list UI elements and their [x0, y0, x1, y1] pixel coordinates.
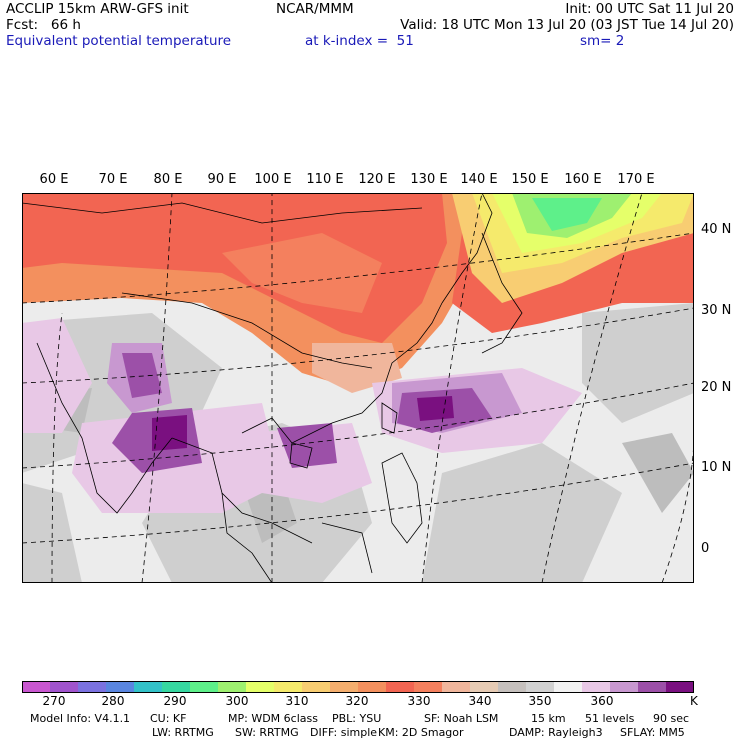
footer-resolution: 15 km — [531, 712, 566, 725]
footer-levels: 51 levels — [585, 712, 635, 725]
colorbar-swatch — [386, 681, 415, 693]
theta-e-map — [22, 193, 694, 583]
colorbar-unit: K — [690, 694, 698, 708]
graticule — [22, 193, 694, 583]
colorbar-swatch — [666, 681, 694, 693]
colorbar-label: 300 — [225, 694, 249, 708]
footer-lw: LW: RRTMG — [152, 726, 214, 739]
footer-model-info: Model Info: V4.1.1 — [30, 712, 131, 725]
footer-mp: MP: WDM 6class — [228, 712, 318, 725]
colorbar-label: 350 — [528, 694, 552, 708]
lon-label: 60 E — [39, 172, 69, 187]
lon-label: 90 E — [207, 172, 237, 187]
colorbar-swatch — [610, 681, 639, 693]
colorbar-swatch — [554, 681, 583, 693]
colorbar-swatch — [526, 681, 555, 693]
lon-label: 110 E — [306, 172, 344, 187]
colorbar — [22, 681, 694, 693]
footer-sw: SW: RRTMG — [235, 726, 299, 739]
lon-label: 80 E — [153, 172, 183, 187]
colorbar-swatch — [358, 681, 387, 693]
colorbar-label: 330 — [407, 694, 431, 708]
colorbar-swatch — [106, 681, 135, 693]
colorbar-swatch — [414, 681, 443, 693]
lat-label: 0 — [701, 541, 710, 556]
smoothing-label: sm= 2 — [580, 33, 625, 49]
lat-label: 20 N — [701, 380, 732, 395]
colorbar-swatch — [470, 681, 499, 693]
footer-diff: DIFF: simple — [310, 726, 378, 739]
lat-label: 30 N — [701, 303, 732, 318]
colorbar-swatch — [638, 681, 667, 693]
footer-damp: DAMP: Rayleigh3 — [509, 726, 603, 739]
colorbar-label: 340 — [468, 694, 492, 708]
colorbar-frame — [22, 681, 694, 693]
colorbar-label: 290 — [163, 694, 187, 708]
ne-band — [452, 193, 694, 333]
header-title: ACCLIP 15km ARW-GFS init — [6, 1, 189, 17]
colorbar-swatch — [134, 681, 163, 693]
lon-label: 150 E — [511, 172, 549, 187]
center-name: NCAR/MMM — [276, 1, 354, 17]
colorbar-swatch — [302, 681, 331, 693]
lat-label: 10 N — [701, 460, 732, 475]
footer-cu: CU: KF — [150, 712, 187, 725]
field-name: Equivalent potential temperature — [6, 33, 232, 49]
init-time: Init: 00 UTC Sat 11 Jul 20 — [565, 1, 734, 17]
footer-pbl: PBL: YSU — [332, 712, 382, 725]
colorbar-swatch — [22, 681, 51, 693]
colorbar-swatch — [582, 681, 611, 693]
lon-label: 120 E — [358, 172, 396, 187]
footer-km: KM: 2D Smagor — [378, 726, 464, 739]
colorbar-label: 280 — [101, 694, 125, 708]
footer-sf: SF: Noah LSM — [424, 712, 499, 725]
colorbar-label: 360 — [590, 694, 614, 708]
lon-label: 70 E — [98, 172, 128, 187]
lat-label: 40 N — [701, 222, 732, 237]
colorbar-swatch — [330, 681, 359, 693]
forecast-hour: Fcst: 66 h — [6, 17, 81, 33]
warm-band — [22, 193, 482, 393]
colorbar-swatch — [78, 681, 107, 693]
map-frame — [22, 193, 694, 583]
level-label: at k-index = 51 — [305, 33, 414, 49]
colorbar-label: 320 — [345, 694, 369, 708]
lon-label: 100 E — [254, 172, 292, 187]
colorbar-swatch — [442, 681, 471, 693]
footer-sflay: SFLAY: MM5 — [620, 726, 685, 739]
lon-label: 160 E — [564, 172, 602, 187]
footer-timestep: 90 sec — [653, 712, 690, 725]
lon-label: 140 E — [460, 172, 498, 187]
colorbar-label: 270 — [42, 694, 66, 708]
colorbar-swatch — [218, 681, 247, 693]
purple-areas — [22, 318, 582, 513]
colorbar-swatch — [190, 681, 219, 693]
colorbar-swatch — [498, 681, 527, 693]
lon-label: 170 E — [617, 172, 655, 187]
valid-time: Valid: 18 UTC Mon 13 Jul 20 (03 JST Tue … — [400, 17, 734, 33]
lon-label: 130 E — [410, 172, 448, 187]
colorbar-swatch — [162, 681, 191, 693]
colorbar-label: 310 — [285, 694, 309, 708]
colorbar-swatch — [50, 681, 79, 693]
colorbar-swatch — [246, 681, 275, 693]
colorbar-swatch — [274, 681, 303, 693]
